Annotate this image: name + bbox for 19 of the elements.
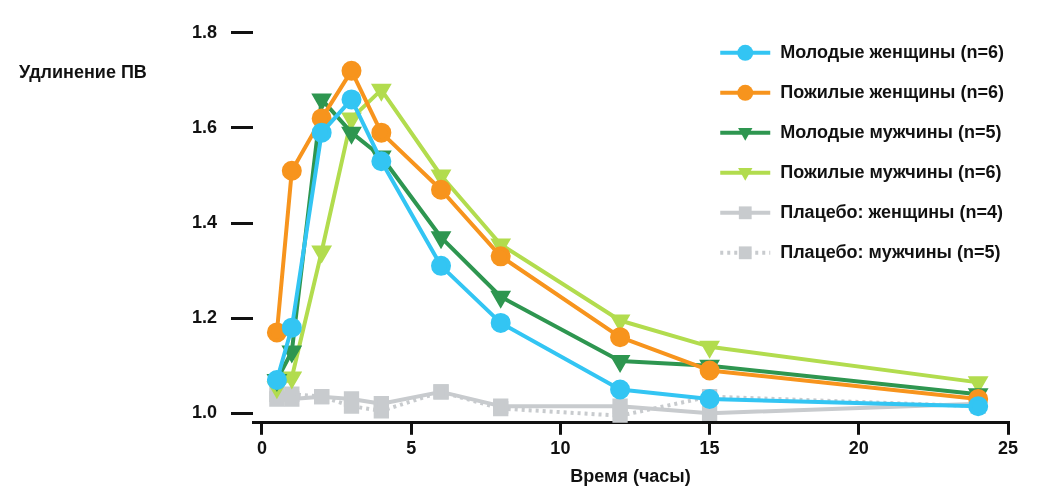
x-tick-label: 5 bbox=[406, 437, 417, 458]
x-axis-title: Время (часы) bbox=[570, 466, 691, 487]
legend-label: Пожилые мужчины (n=6) bbox=[780, 161, 1002, 182]
x-tick-label: 15 bbox=[699, 437, 720, 458]
legend-label: Молодые мужчины (n=5) bbox=[780, 121, 1002, 142]
legend-label: Пожилые женщины (n=6) bbox=[780, 81, 1005, 102]
y-tick-label: 1.0 bbox=[191, 402, 218, 423]
x-tick-label: 0 bbox=[256, 437, 267, 458]
x-tick-label: 10 bbox=[550, 437, 571, 458]
legend-label: Плацебо: женщины (n=4) bbox=[780, 201, 1003, 222]
y-axis-title: Удлинение ПВ bbox=[18, 61, 148, 84]
y-tick-label: 1.8 bbox=[191, 21, 218, 42]
legend-label: Плацебо: мужчины (n=5) bbox=[780, 241, 1001, 262]
y-tick-label: 1.6 bbox=[191, 116, 218, 137]
legend-label: Молодые женщины (n=6) bbox=[780, 41, 1004, 62]
y-tick-label: 1.2 bbox=[191, 307, 218, 328]
y-tick-label: 1.4 bbox=[191, 212, 218, 233]
x-tick-label: 25 bbox=[997, 437, 1019, 458]
x-tick-label: 20 bbox=[848, 437, 869, 458]
